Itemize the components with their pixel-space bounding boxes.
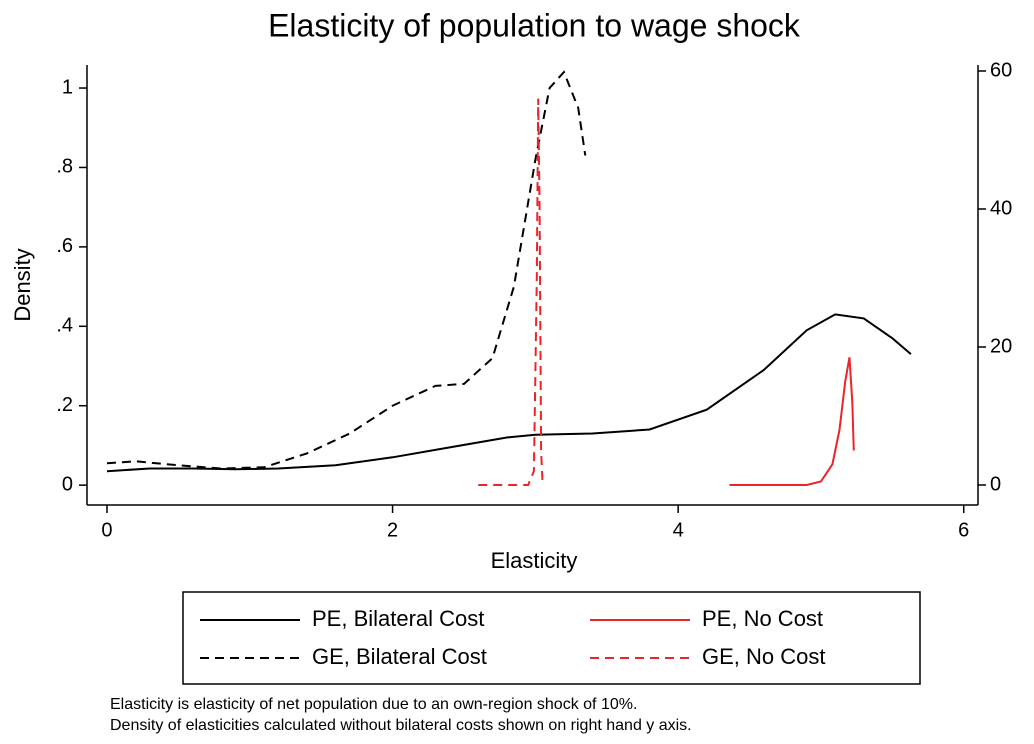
y2-tick-label: 40 xyxy=(990,197,1012,219)
x-tick-label: 0 xyxy=(101,519,112,541)
y-tick-label: 0 xyxy=(62,473,73,495)
legend-label: GE, Bilateral Cost xyxy=(312,644,487,669)
y2-tick-label: 60 xyxy=(990,59,1012,81)
y-tick-label: 1 xyxy=(62,76,73,98)
y-axis-label: Density xyxy=(10,248,35,321)
legend-box xyxy=(182,591,921,685)
line-series xyxy=(478,98,544,486)
line-series xyxy=(106,313,912,473)
y2-tick-label: 20 xyxy=(990,335,1012,357)
note: Elasticity is elasticity of net populati… xyxy=(110,696,637,713)
x-tick-label: 4 xyxy=(673,519,684,541)
legend-label: PE, Bilateral Cost xyxy=(312,606,484,631)
x-tick-label: 2 xyxy=(387,519,398,541)
note: Density of elasticities calculated witho… xyxy=(110,717,692,734)
legend-label: PE, No Cost xyxy=(702,606,823,631)
y2-tick-label: 0 xyxy=(990,473,1001,495)
y-tick-label: .2 xyxy=(56,394,73,416)
legend-label: GE, No Cost xyxy=(702,644,825,669)
line-series xyxy=(106,70,587,470)
y-tick-label: .8 xyxy=(56,156,73,178)
chart-title: Elasticity of population to wage shock xyxy=(268,7,801,43)
y-tick-label: .6 xyxy=(56,235,73,257)
x-axis-label: Elasticity xyxy=(491,548,578,573)
x-tick-label: 6 xyxy=(958,519,969,541)
y-tick-label: .4 xyxy=(56,315,73,337)
line-series xyxy=(729,357,855,486)
